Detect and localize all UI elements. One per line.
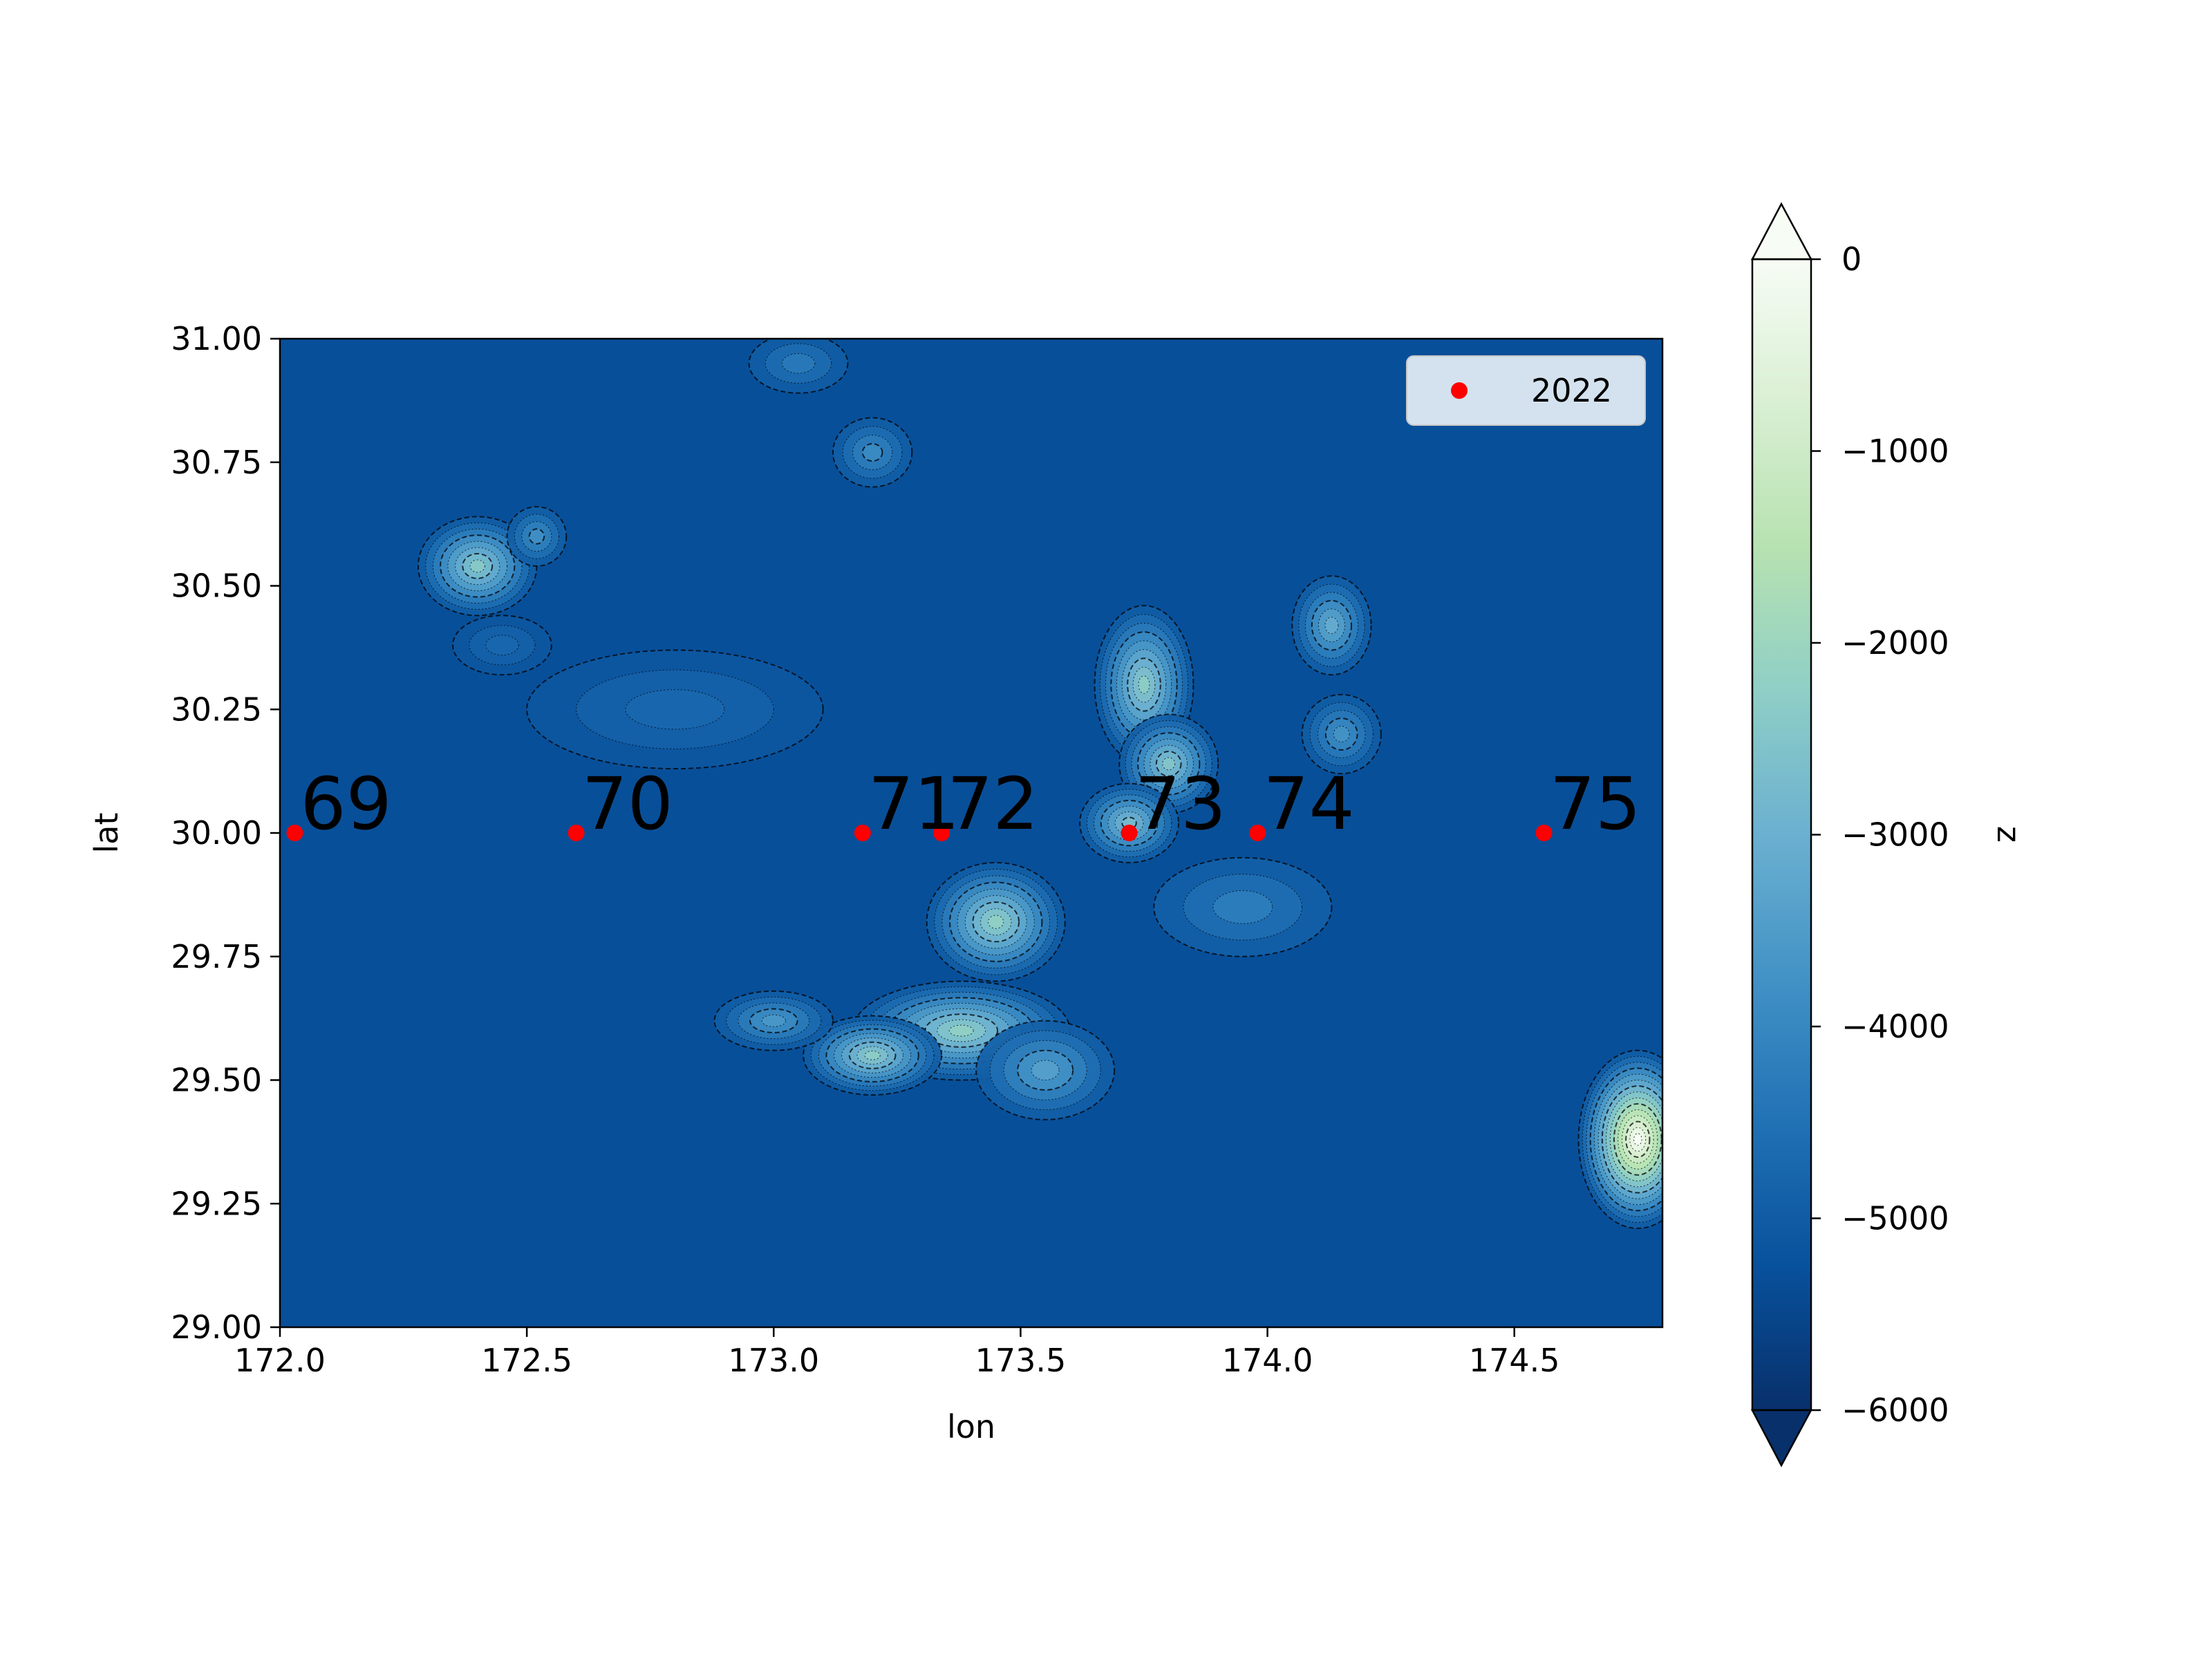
- colorbar-tick-label: −6000: [1841, 1391, 1949, 1429]
- contour-ring: [865, 1051, 880, 1060]
- contour-ring: [1138, 676, 1150, 693]
- colorbar-tick-label: 0: [1841, 241, 1862, 278]
- y-tick-label: 29.00: [171, 1309, 262, 1346]
- y-tick-label: 29.50: [171, 1062, 262, 1099]
- y-tick-label: 30.00: [171, 814, 262, 852]
- seamount-feature: [507, 507, 567, 566]
- contour-ring: [762, 1015, 785, 1027]
- y-tick-label: 30.75: [171, 444, 262, 481]
- data-label: 74: [1263, 762, 1354, 846]
- contour-ring: [486, 635, 519, 655]
- x-tick-label: 172.5: [481, 1342, 572, 1379]
- y-tick-label: 29.25: [171, 1185, 262, 1222]
- colorbar-tick-label: −5000: [1841, 1200, 1949, 1237]
- legend: 2022: [1407, 356, 1645, 425]
- x-tick-label: 173.5: [975, 1342, 1067, 1379]
- seamount-feature: [453, 615, 552, 675]
- seamount-feature: [1292, 576, 1371, 675]
- data-label: 69: [300, 762, 391, 846]
- contour-ring: [626, 690, 724, 729]
- x-tick-label: 172.0: [234, 1342, 326, 1379]
- legend-marker: [1451, 382, 1468, 399]
- x-tick-label: 173.0: [728, 1342, 819, 1379]
- contour-ring: [1634, 1134, 1642, 1145]
- contour-ring: [1333, 727, 1349, 742]
- y-tick-label: 29.75: [171, 938, 262, 975]
- contour-ring: [863, 444, 883, 461]
- colorbar-body: [1752, 259, 1811, 1410]
- x-tick-label: 174.0: [1222, 1342, 1313, 1379]
- y-tick-label: 30.50: [171, 568, 262, 605]
- data-label: 73: [1135, 762, 1226, 846]
- contour-ring: [470, 560, 485, 572]
- contour-ring: [1213, 890, 1273, 924]
- data-label: 71: [868, 762, 959, 846]
- y-tick-label: 31.00: [171, 320, 262, 357]
- x-tick-label: 174.5: [1469, 1342, 1560, 1379]
- seamount-feature: [715, 991, 833, 1051]
- colorbar-label: z: [1990, 826, 2027, 843]
- seamount-feature: [527, 650, 823, 769]
- colorbar-tick-label: −1000: [1841, 433, 1949, 470]
- seamount-feature: [749, 334, 848, 393]
- contour-ring: [782, 353, 815, 373]
- contour-ring: [529, 529, 544, 543]
- seamount-feature: [1154, 858, 1331, 957]
- x-axis-label: lon: [947, 1408, 995, 1445]
- colorbar-tick-label: −4000: [1841, 1008, 1949, 1045]
- data-label: 75: [1550, 762, 1641, 846]
- y-axis-label: lat: [88, 812, 125, 853]
- contour-ring: [1325, 617, 1338, 634]
- colorbar-tick-label: −3000: [1841, 816, 1949, 854]
- seamount-feature: [976, 1021, 1114, 1120]
- colorbar-tick-label: −2000: [1841, 624, 1949, 662]
- data-label: 72: [947, 762, 1038, 846]
- seamount-feature: [927, 863, 1065, 982]
- contour-ring: [1031, 1060, 1059, 1080]
- legend-label-2022: 2022: [1531, 372, 1612, 409]
- contour-ring: [949, 1025, 973, 1036]
- seamount-feature: [833, 418, 912, 487]
- y-tick-label: 30.25: [171, 691, 262, 728]
- contour-ring: [988, 915, 1004, 928]
- data-label: 70: [582, 762, 673, 846]
